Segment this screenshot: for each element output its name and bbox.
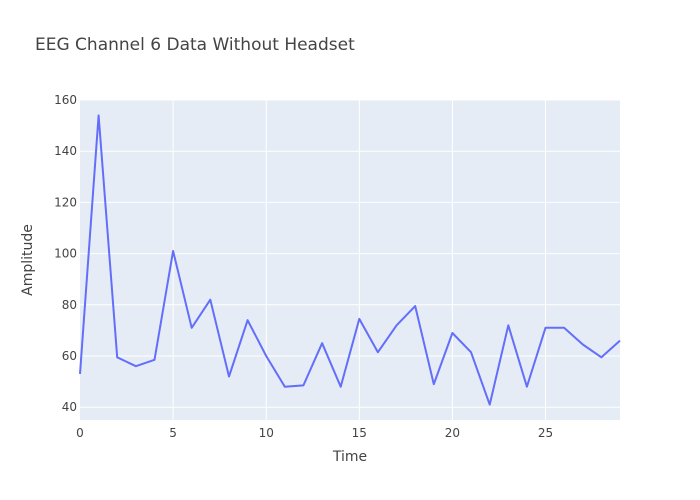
x-tick-labels: 0 5 10 15 20 25 xyxy=(76,426,553,440)
grid-lines xyxy=(80,99,620,420)
x-tick-label: 25 xyxy=(538,426,553,440)
x-tick-label: 15 xyxy=(352,426,367,440)
y-tick-label: 100 xyxy=(54,247,77,261)
plot-area xyxy=(80,100,620,420)
series-line xyxy=(79,114,621,406)
x-tick-label: 10 xyxy=(259,426,274,440)
y-tick-label: 140 xyxy=(54,144,77,158)
y-tick-label: 160 xyxy=(54,93,77,107)
y-axis-label: Amplitude xyxy=(20,224,36,296)
y-tick-labels: 40 60 80 100 120 140 160 xyxy=(54,93,77,414)
x-tick-label: 5 xyxy=(169,426,177,440)
chart-title: EEG Channel 6 Data Without Headset xyxy=(35,35,355,55)
x-tick-label: 0 xyxy=(76,426,84,440)
y-tick-label: 80 xyxy=(62,298,77,312)
x-tick-label: 20 xyxy=(445,426,460,440)
y-tick-label: 120 xyxy=(54,195,77,209)
y-tick-label: 60 xyxy=(62,349,77,363)
y-tick-label: 40 xyxy=(62,400,77,414)
x-axis-label: Time xyxy=(332,449,367,465)
